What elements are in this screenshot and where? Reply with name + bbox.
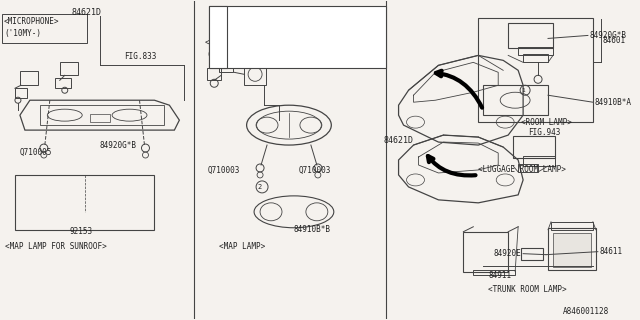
Bar — [207, 68, 221, 80]
Text: Q530034(EXC.SUN ROOF): Q530034(EXC.SUN ROOF) — [231, 11, 328, 20]
Bar — [15, 88, 27, 98]
Text: 1: 1 — [214, 14, 218, 20]
Text: <MICROPHONE>: <MICROPHONE> — [204, 38, 260, 47]
Bar — [548, 228, 596, 270]
Bar — [523, 54, 548, 62]
Bar — [20, 71, 38, 85]
Text: Q710005: Q710005 — [20, 148, 52, 156]
Circle shape — [213, 38, 223, 48]
Text: ('10MY-): ('10MY-) — [4, 29, 41, 38]
Bar — [521, 248, 543, 260]
Text: 0452S   (FOR SUN ROOF): 0452S (FOR SUN ROOF) — [231, 25, 333, 34]
Bar — [209, 5, 386, 68]
Text: 84911: 84911 — [488, 271, 511, 280]
Text: A846001128: A846001128 — [563, 307, 609, 316]
Text: 84920G*B: 84920G*B — [100, 140, 137, 149]
Bar — [553, 233, 591, 267]
Text: <ROOM LAMP>: <ROOM LAMP> — [521, 118, 572, 127]
Bar — [244, 63, 266, 85]
Text: Q710003: Q710003 — [299, 165, 332, 174]
Bar — [209, 5, 227, 68]
Circle shape — [213, 12, 223, 22]
Bar — [523, 156, 555, 166]
Bar — [483, 85, 548, 115]
Bar — [518, 164, 538, 172]
Bar — [518, 47, 553, 55]
Bar — [55, 78, 71, 88]
Bar — [60, 62, 77, 75]
Text: 84621D: 84621D — [383, 136, 413, 145]
Text: 84601: 84601 — [603, 36, 626, 45]
Bar — [234, 49, 250, 65]
Text: 92153: 92153 — [70, 227, 93, 236]
Text: 84920G*B('10MY- ): 84920G*B('10MY- ) — [231, 53, 310, 62]
Text: 84920E: 84920E — [493, 249, 521, 258]
Text: <MAP LAMP FOR SUNROOF>: <MAP LAMP FOR SUNROOF> — [5, 242, 107, 251]
Text: <TRUNK ROOM LAMP>: <TRUNK ROOM LAMP> — [488, 285, 567, 294]
Text: 84910B*B: 84910B*B — [294, 225, 331, 234]
Text: 2: 2 — [214, 40, 218, 46]
Bar — [513, 136, 555, 158]
Bar — [2, 13, 86, 44]
Text: <LUGGAGE ROOM LAMP>: <LUGGAGE ROOM LAMP> — [478, 165, 566, 174]
Bar — [474, 270, 515, 275]
Text: FIG.943: FIG.943 — [528, 128, 561, 137]
Bar — [478, 18, 593, 122]
Text: 1: 1 — [521, 88, 525, 93]
Text: FIG.833: FIG.833 — [125, 52, 157, 61]
Bar — [220, 58, 233, 72]
Bar — [90, 114, 109, 122]
Bar — [15, 175, 154, 230]
Text: 84920G*B: 84920G*B — [590, 31, 627, 40]
Text: 84621D: 84621D — [72, 8, 102, 17]
Text: Q710003: Q710003 — [207, 165, 239, 174]
Bar — [40, 105, 164, 125]
Text: 2: 2 — [258, 184, 262, 190]
Bar — [463, 232, 508, 272]
Text: ('10MY-): ('10MY-) — [206, 50, 243, 59]
Text: 84920G*A( -'09MY): 84920G*A( -'09MY) — [231, 39, 310, 48]
Text: <MICROPHONE>: <MICROPHONE> — [4, 17, 60, 26]
Bar — [551, 222, 593, 230]
Text: 84910B*A: 84910B*A — [595, 98, 632, 107]
Text: <MAP LAMP>: <MAP LAMP> — [220, 242, 266, 251]
Text: 84611: 84611 — [600, 247, 623, 256]
Bar — [508, 23, 553, 48]
